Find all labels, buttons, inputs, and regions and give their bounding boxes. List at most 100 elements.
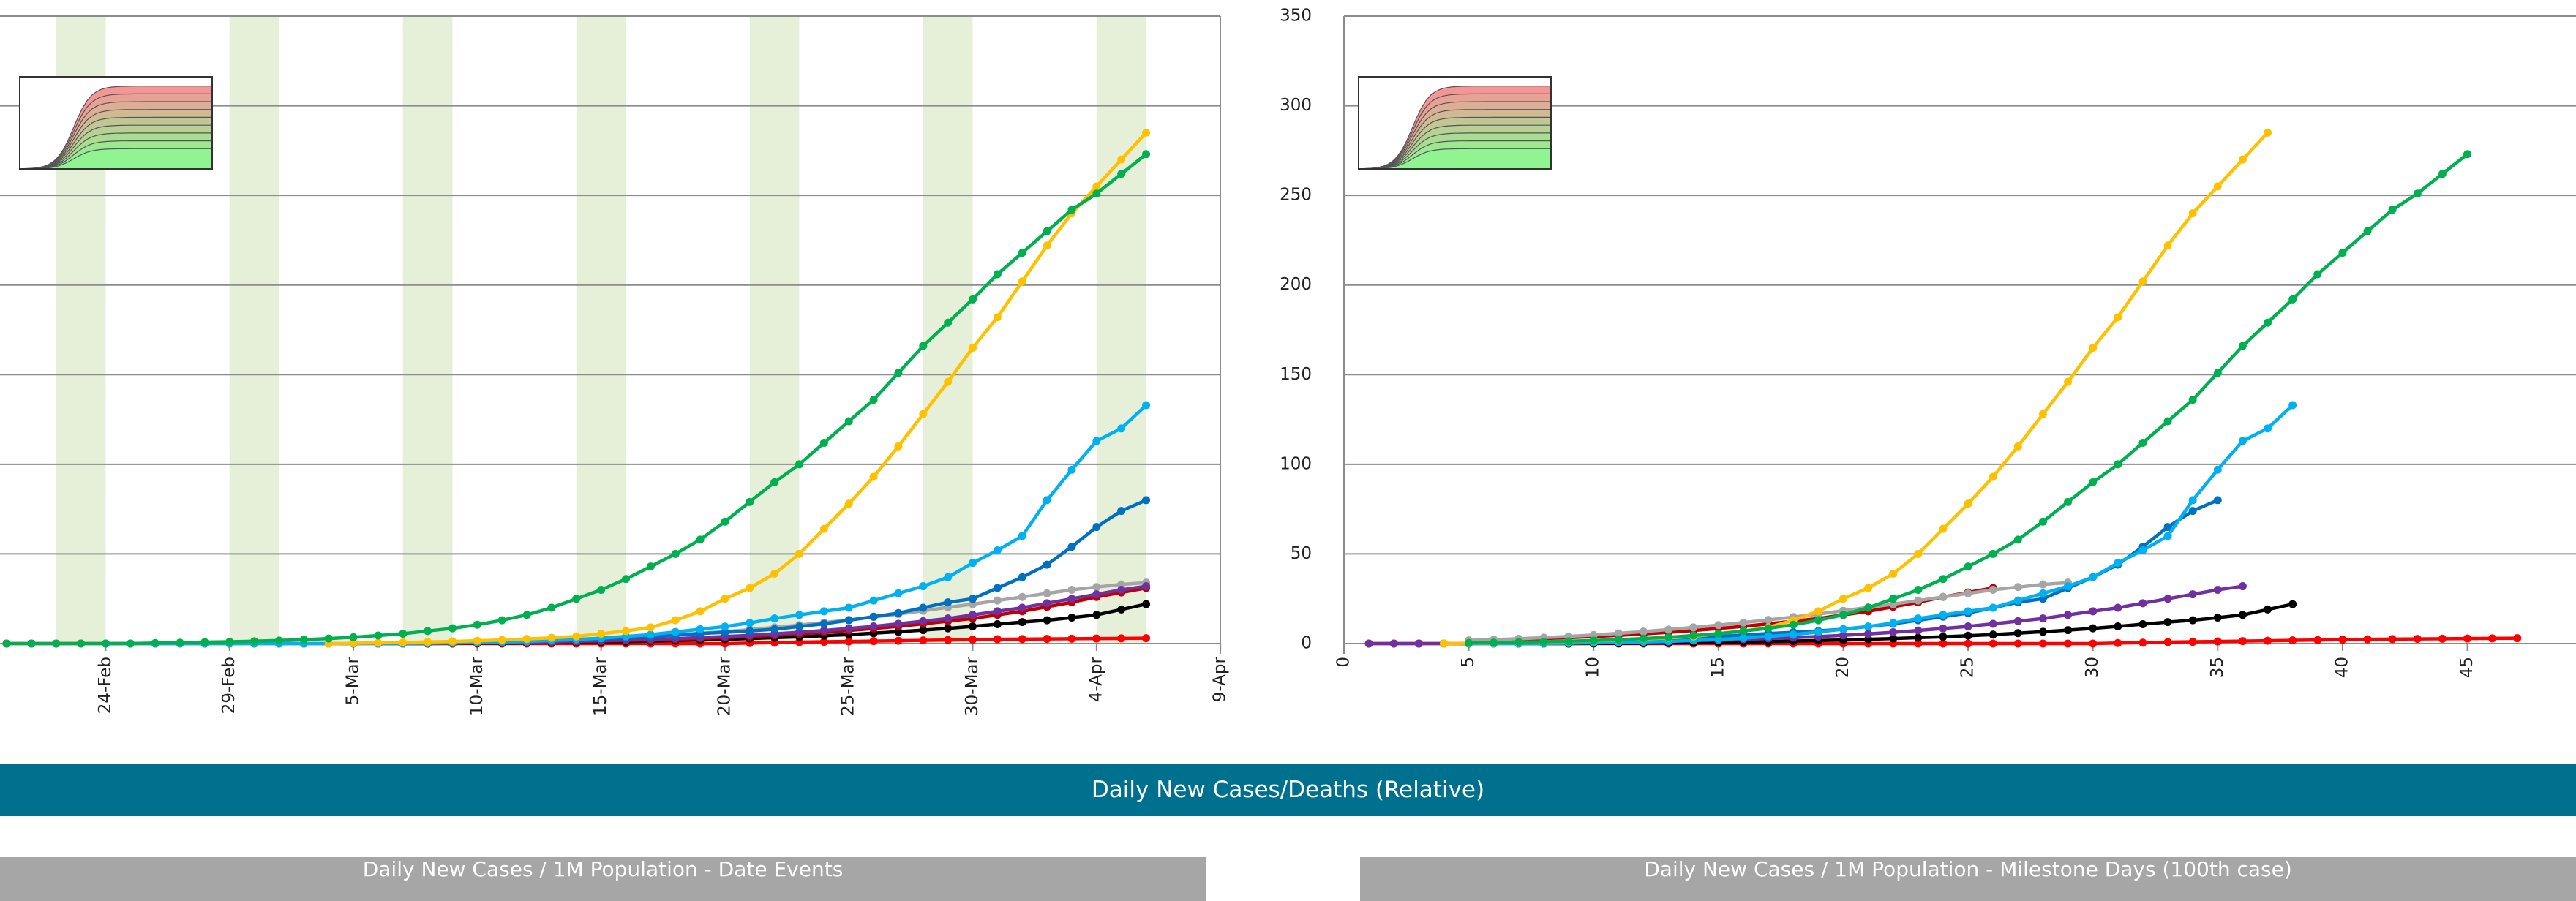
point: [2338, 249, 2347, 257]
point: [2089, 639, 2098, 648]
point: [2338, 636, 2347, 644]
point: [2413, 635, 2422, 644]
point: [2138, 546, 2147, 555]
series-line: [328, 131, 1148, 646]
point: [1689, 631, 1698, 640]
point: [1764, 624, 1773, 633]
point: [2288, 401, 2297, 410]
point: [671, 616, 680, 625]
point: [2238, 155, 2247, 164]
point: [2388, 206, 2397, 214]
point: [2089, 344, 2098, 353]
point: [1439, 639, 1448, 648]
point: [1914, 596, 1923, 605]
point: [1989, 630, 1997, 639]
point: [2313, 636, 2322, 644]
point: [2089, 478, 2098, 486]
point: [2264, 424, 2272, 433]
point: [1839, 595, 1847, 603]
point: [2238, 611, 2247, 619]
x-tick-label: 9-Apr: [1211, 656, 1230, 702]
y-tick-label: 300: [1280, 96, 1312, 115]
point: [944, 598, 953, 607]
point: [399, 630, 408, 638]
point: [473, 636, 481, 645]
point: [2188, 590, 2197, 599]
point: [819, 638, 828, 646]
point: [993, 620, 1002, 629]
point: [795, 549, 804, 558]
point: [819, 619, 828, 628]
point: [2114, 622, 2122, 630]
point: [2163, 595, 2172, 603]
x-tick-label: 30: [2083, 657, 2102, 678]
point: [2188, 638, 2197, 646]
point: [1092, 189, 1101, 198]
point: [944, 624, 953, 633]
y-tick-label: 350: [1280, 7, 1312, 26]
point: [969, 559, 977, 568]
point: [1614, 629, 1623, 638]
point: [2138, 620, 2147, 629]
point: [1889, 595, 1898, 603]
point: [969, 611, 977, 619]
point: [374, 631, 383, 640]
point: [324, 634, 333, 643]
point: [225, 638, 234, 646]
point: [2213, 613, 2222, 622]
point: [1814, 627, 1822, 636]
point: [2114, 559, 2122, 568]
x-tick-label: 30-Mar: [963, 656, 982, 716]
point: [1389, 639, 1398, 648]
point: [969, 344, 977, 353]
point: [1018, 249, 1026, 257]
point: [1067, 543, 1076, 551]
weekend-band: [229, 16, 279, 644]
point: [2463, 150, 2472, 159]
point: [1117, 155, 1126, 164]
point: [2388, 635, 2397, 644]
point: [2038, 627, 2047, 636]
x-tick-label: 29-Feb: [219, 657, 239, 714]
panel-header: Daily New Cases / 1M Population - Milest…: [1360, 857, 2576, 901]
point: [1043, 599, 1051, 608]
point: [944, 318, 953, 327]
point: [1964, 499, 1972, 508]
point: [1092, 182, 1101, 191]
point: [2188, 396, 2197, 404]
point: [869, 396, 878, 404]
point: [1864, 622, 1873, 631]
point: [2288, 295, 2297, 304]
x-tick-label: 4-Apr: [1086, 656, 1105, 702]
point: [919, 342, 928, 350]
point: [1689, 623, 1698, 632]
thumbnail-curve: [19, 148, 213, 170]
point: [2064, 582, 2073, 591]
point: [2213, 182, 2222, 191]
point: [1989, 603, 1997, 612]
point: [993, 596, 1002, 605]
point: [2038, 410, 2047, 418]
point: [2313, 270, 2322, 279]
panel-header: Daily New Cases / 1M Population - Date E…: [0, 857, 1206, 901]
point: [1043, 616, 1051, 625]
point: [2188, 507, 2197, 516]
point: [2114, 313, 2122, 322]
weekend-band: [576, 16, 626, 644]
point: [993, 584, 1002, 592]
point: [919, 636, 928, 645]
x-tick-label: 0: [1334, 657, 1353, 668]
weekend-band: [402, 16, 453, 644]
point: [919, 617, 928, 625]
point: [1117, 585, 1126, 594]
point: [844, 624, 853, 633]
point: [622, 575, 630, 584]
point: [1092, 634, 1101, 643]
point: [2363, 635, 2372, 644]
point: [2463, 634, 2472, 643]
point: [770, 614, 779, 623]
point: [2064, 626, 2073, 635]
point: [795, 628, 804, 637]
point: [869, 612, 878, 621]
point: [349, 633, 358, 641]
